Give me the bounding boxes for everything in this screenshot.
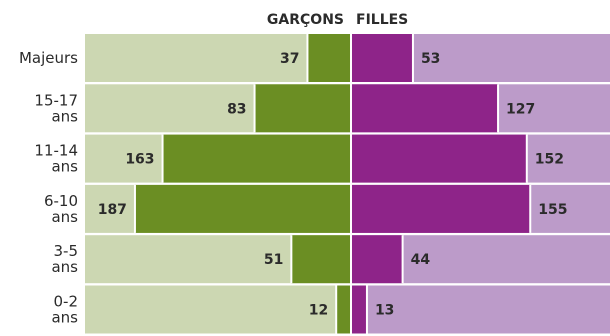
- legend-label-girls: FILLES: [356, 12, 408, 28]
- category-label: 6-10: [44, 192, 78, 210]
- bar-boys: [336, 285, 350, 334]
- bar-girls: [352, 235, 403, 284]
- category-label: 0-2: [54, 293, 79, 311]
- data-label-girls: 127: [506, 101, 535, 117]
- bar-girls: [352, 134, 527, 183]
- data-label-boys: 12: [309, 303, 328, 319]
- data-label-girls: 53: [421, 51, 440, 67]
- data-label-girls: 13: [375, 303, 394, 319]
- data-label-boys: 187: [98, 202, 127, 218]
- category-label: ans: [51, 158, 78, 176]
- category-label: ans: [51, 208, 78, 226]
- bar-girls: [352, 184, 531, 233]
- boys-background: [85, 285, 350, 334]
- girls-background: [352, 285, 610, 334]
- data-label-girls: 152: [535, 152, 564, 168]
- bar-boys: [307, 34, 350, 82]
- category-label: Majeurs: [19, 49, 78, 67]
- category-label: ans: [51, 258, 78, 276]
- data-label-boys: 83: [227, 101, 246, 117]
- data-label-boys: 51: [264, 252, 283, 268]
- category-label: 3-5: [54, 242, 79, 260]
- bar-boys: [134, 184, 350, 233]
- bar-boys: [162, 134, 350, 183]
- category-label: 15-17: [34, 91, 78, 109]
- chart-row: 37 53 Majeurs: [19, 34, 610, 82]
- data-label-boys: 163: [125, 152, 154, 168]
- bar-girls: [352, 84, 499, 133]
- data-label-boys: 37: [280, 51, 299, 67]
- bar-boys: [254, 84, 350, 133]
- legend-label-boys: GARÇONS: [267, 12, 344, 28]
- bar-girls: [352, 285, 367, 334]
- data-label-girls: 155: [538, 202, 567, 218]
- category-label: ans: [51, 309, 78, 327]
- category-label: 11-14: [34, 142, 78, 160]
- boys-background: [85, 34, 350, 82]
- bar-girls: [352, 34, 413, 82]
- category-label: ans: [51, 107, 78, 125]
- data-label-girls: 44: [411, 252, 431, 268]
- bar-boys: [291, 235, 350, 284]
